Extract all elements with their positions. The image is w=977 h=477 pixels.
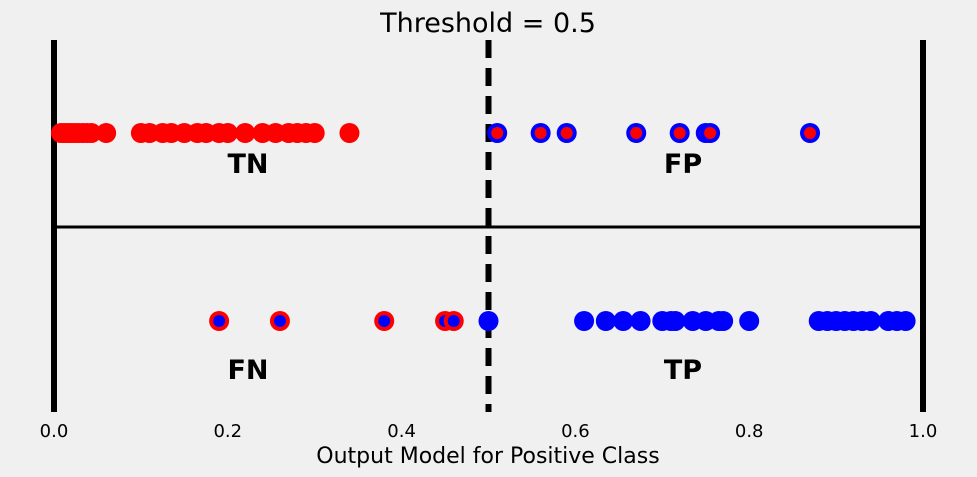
true-positive-point [478, 311, 499, 331]
false-positive-point-core [534, 127, 547, 139]
true-positive-point [713, 311, 734, 331]
true-negative-point [235, 123, 256, 143]
false-positive-point-core [804, 127, 817, 139]
true-negative-point [217, 123, 238, 143]
x-tick-label: 0.0 [40, 421, 69, 442]
chart-title: Threshold = 0.5 [379, 8, 596, 39]
tn-label: TN [227, 149, 268, 180]
false-negative-point-core [213, 315, 226, 327]
true-negative-point [339, 123, 360, 143]
true-positive-point [739, 311, 760, 331]
false-positive-point-core [630, 127, 643, 139]
fn-label: FN [227, 355, 268, 386]
true-negative-point [81, 123, 102, 143]
true-positive-point [630, 311, 651, 331]
true-positive-point [895, 311, 916, 331]
false-positive-point-core [673, 127, 686, 139]
false-negative-point-core [273, 315, 286, 327]
true-negative-point [304, 123, 325, 143]
data-points [50, 123, 916, 331]
x-tick-label: 0.4 [387, 421, 416, 442]
false-positive-point-core [491, 127, 504, 139]
tp-label: TP [664, 355, 702, 386]
false-negative-point-core [447, 315, 460, 327]
x-tick-label: 0.6 [561, 421, 590, 442]
true-positive-point [574, 311, 595, 331]
false-positive-point-core [704, 127, 717, 139]
false-negative-point-core [378, 315, 391, 327]
true-positive-point [665, 311, 686, 331]
true-positive-point [595, 311, 616, 331]
x-axis-ticks: 0.0 0.2 0.4 0.6 0.8 1.0 [40, 421, 938, 442]
fp-label: FP [664, 149, 702, 180]
true-positive-point [860, 311, 881, 331]
plot-lines [51, 40, 926, 412]
x-tick-label: 0.8 [735, 421, 764, 442]
quadrant-labels: TN FP FN TP [227, 149, 702, 386]
x-tick-label: 1.0 [909, 421, 938, 442]
x-axis-label: Output Model for Positive Class [316, 444, 659, 469]
x-tick-label: 0.2 [213, 421, 242, 442]
false-positive-point-core [560, 127, 573, 139]
true-positive-point [613, 311, 634, 331]
true-negative-point [96, 123, 117, 143]
